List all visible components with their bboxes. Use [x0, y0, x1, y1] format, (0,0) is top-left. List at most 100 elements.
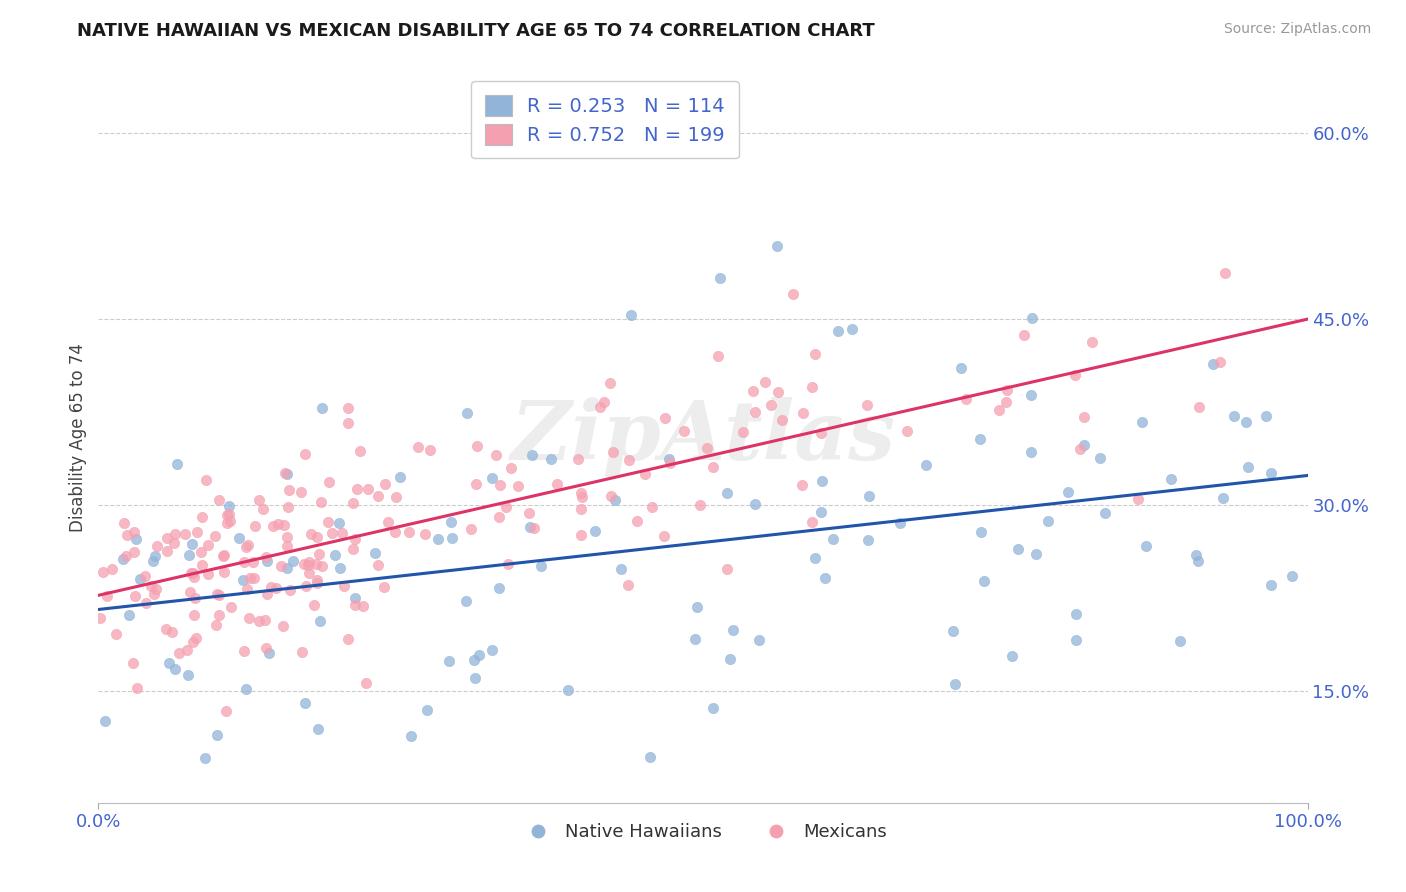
Point	[122, 657, 145, 671]
Point	[782, 287, 804, 301]
Point	[716, 561, 738, 575]
Point	[309, 614, 332, 628]
Point	[804, 347, 827, 361]
Point	[214, 566, 236, 580]
Point	[384, 524, 406, 539]
Point	[741, 384, 763, 398]
Point	[949, 361, 972, 376]
Point	[810, 505, 832, 519]
Point	[142, 554, 165, 568]
Point	[298, 555, 321, 569]
Point	[770, 413, 793, 427]
Point	[276, 539, 298, 553]
Point	[557, 682, 579, 697]
Point	[357, 482, 380, 496]
Point	[333, 579, 356, 593]
Point	[766, 239, 789, 253]
Point	[208, 588, 231, 602]
Point	[602, 444, 624, 458]
Point	[208, 492, 231, 507]
Point	[748, 633, 770, 648]
Point	[205, 587, 228, 601]
Text: Source: ZipAtlas.com: Source: ZipAtlas.com	[1223, 22, 1371, 37]
Point	[218, 514, 240, 528]
Point	[401, 729, 423, 743]
Point	[858, 489, 880, 503]
Point	[1012, 328, 1035, 343]
Point	[156, 543, 179, 558]
Point	[305, 576, 328, 591]
Point	[122, 525, 145, 540]
Point	[1234, 415, 1257, 429]
Point	[146, 539, 169, 553]
Point	[271, 619, 294, 633]
Point	[406, 440, 429, 454]
Point	[228, 531, 250, 545]
Point	[197, 538, 219, 552]
Point	[179, 585, 201, 599]
Point	[278, 483, 301, 498]
Point	[761, 398, 783, 412]
Point	[245, 519, 267, 533]
Point	[254, 549, 277, 564]
Point	[398, 525, 420, 540]
Point	[167, 646, 190, 660]
Point	[955, 392, 977, 406]
Point	[605, 493, 627, 508]
Point	[995, 394, 1018, 409]
Point	[307, 530, 329, 544]
Point	[495, 500, 517, 515]
Point	[1237, 460, 1260, 475]
Point	[316, 515, 339, 529]
Point	[488, 581, 510, 595]
Point	[988, 403, 1011, 417]
Point	[768, 384, 790, 399]
Point	[501, 461, 523, 475]
Point	[191, 558, 214, 573]
Point	[155, 622, 177, 636]
Point	[792, 478, 814, 492]
Point	[634, 467, 657, 481]
Point	[530, 559, 553, 574]
Point	[481, 471, 503, 485]
Point	[1209, 354, 1232, 368]
Point	[309, 495, 332, 509]
Point	[204, 529, 226, 543]
Point	[142, 587, 165, 601]
Point	[308, 547, 330, 561]
Point	[166, 457, 188, 471]
Point	[212, 548, 235, 562]
Point	[485, 449, 508, 463]
Point	[1130, 415, 1153, 429]
Point	[134, 569, 156, 583]
Point	[89, 611, 111, 625]
Point	[592, 395, 614, 409]
Point	[177, 667, 200, 681]
Point	[337, 416, 360, 430]
Point	[1254, 409, 1277, 423]
Point	[600, 489, 623, 503]
Point	[523, 521, 546, 535]
Point	[208, 607, 231, 622]
Point	[145, 582, 167, 597]
Point	[1260, 466, 1282, 480]
Point	[232, 555, 254, 569]
Point	[141, 579, 163, 593]
Point	[943, 677, 966, 691]
Point	[744, 405, 766, 419]
Point	[190, 544, 212, 558]
Point	[456, 406, 478, 420]
Point	[291, 645, 314, 659]
Point	[364, 546, 387, 560]
Point	[1094, 506, 1116, 520]
Point	[247, 492, 270, 507]
Point	[174, 527, 197, 541]
Point	[1170, 633, 1192, 648]
Point	[294, 696, 316, 710]
Point	[260, 580, 283, 594]
Point	[176, 643, 198, 657]
Point	[118, 607, 141, 622]
Point	[329, 560, 352, 574]
Point	[467, 648, 489, 662]
Point	[91, 566, 114, 580]
